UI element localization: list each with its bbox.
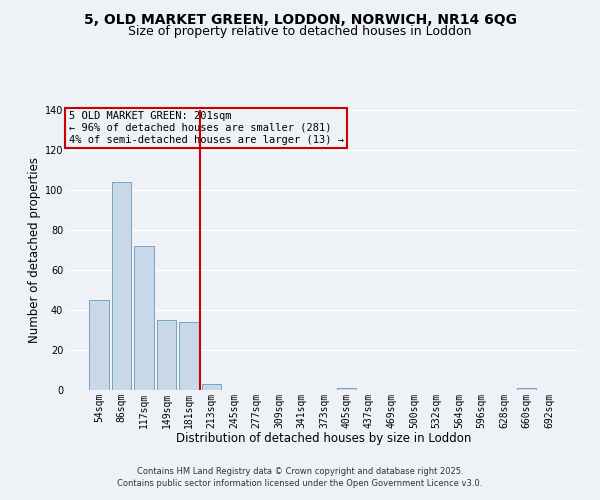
Text: 5, OLD MARKET GREEN, LODDON, NORWICH, NR14 6QG: 5, OLD MARKET GREEN, LODDON, NORWICH, NR… bbox=[83, 12, 517, 26]
Bar bbox=[89, 300, 109, 390]
Bar bbox=[179, 322, 199, 390]
Bar bbox=[517, 388, 536, 390]
Bar bbox=[112, 182, 131, 390]
Text: 5 OLD MARKET GREEN: 201sqm
← 96% of detached houses are smaller (281)
4% of semi: 5 OLD MARKET GREEN: 201sqm ← 96% of deta… bbox=[68, 112, 344, 144]
Text: Size of property relative to detached houses in Loddon: Size of property relative to detached ho… bbox=[128, 25, 472, 38]
Bar bbox=[134, 246, 154, 390]
X-axis label: Distribution of detached houses by size in Loddon: Distribution of detached houses by size … bbox=[176, 432, 472, 445]
Text: Contains HM Land Registry data © Crown copyright and database right 2025.
Contai: Contains HM Land Registry data © Crown c… bbox=[118, 466, 482, 487]
Bar bbox=[157, 320, 176, 390]
Bar bbox=[337, 388, 356, 390]
Bar bbox=[202, 384, 221, 390]
Y-axis label: Number of detached properties: Number of detached properties bbox=[28, 157, 41, 343]
